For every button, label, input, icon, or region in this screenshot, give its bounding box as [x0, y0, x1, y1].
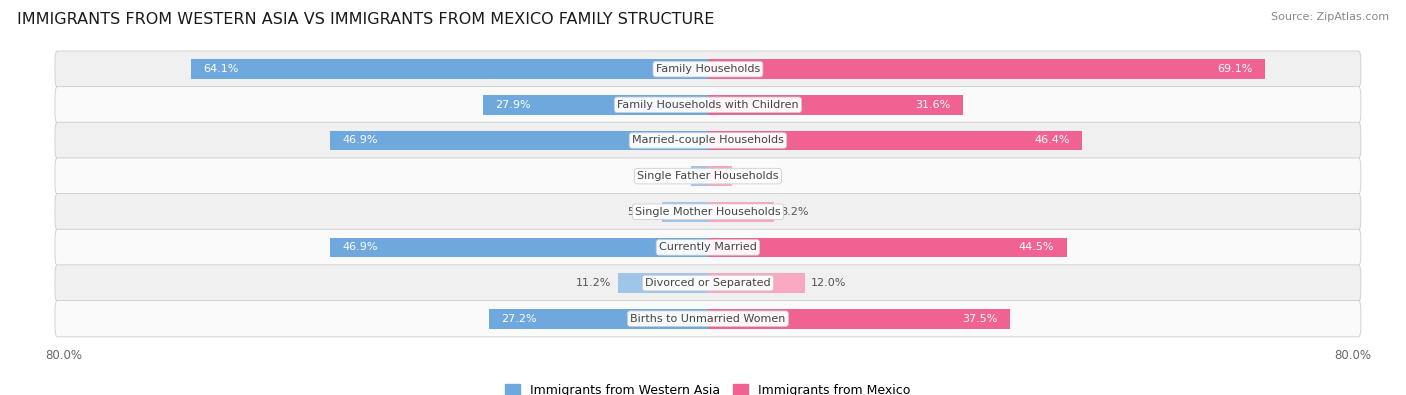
Bar [707, 166, 733, 186]
Text: 46.4%: 46.4% [1035, 135, 1070, 145]
Text: 3.0%: 3.0% [738, 171, 766, 181]
FancyBboxPatch shape [55, 301, 1361, 337]
Bar [707, 95, 963, 115]
FancyBboxPatch shape [55, 229, 1361, 265]
FancyBboxPatch shape [55, 194, 1361, 230]
Text: Married-couple Households: Married-couple Households [631, 135, 785, 145]
Text: 8.2%: 8.2% [780, 207, 808, 217]
Text: Currently Married: Currently Married [659, 243, 756, 252]
Bar [707, 59, 1265, 79]
Bar [484, 95, 707, 115]
FancyBboxPatch shape [55, 265, 1361, 301]
Bar [707, 131, 1081, 150]
Text: 46.9%: 46.9% [342, 135, 378, 145]
Text: 11.2%: 11.2% [576, 278, 612, 288]
Text: 12.0%: 12.0% [811, 278, 846, 288]
Bar [617, 273, 707, 293]
Text: Source: ZipAtlas.com: Source: ZipAtlas.com [1271, 12, 1389, 22]
Bar [191, 59, 707, 79]
Bar [707, 273, 804, 293]
Bar [662, 202, 707, 222]
Text: Single Father Households: Single Father Households [637, 171, 779, 181]
Bar [707, 238, 1067, 257]
FancyBboxPatch shape [55, 122, 1361, 159]
Text: 37.5%: 37.5% [963, 314, 998, 324]
Text: 27.2%: 27.2% [501, 314, 537, 324]
Text: Family Households with Children: Family Households with Children [617, 100, 799, 110]
Text: 46.9%: 46.9% [342, 243, 378, 252]
Text: 31.6%: 31.6% [915, 100, 950, 110]
Text: 64.1%: 64.1% [204, 64, 239, 74]
Text: IMMIGRANTS FROM WESTERN ASIA VS IMMIGRANTS FROM MEXICO FAMILY STRUCTURE: IMMIGRANTS FROM WESTERN ASIA VS IMMIGRAN… [17, 12, 714, 27]
Text: 69.1%: 69.1% [1218, 64, 1253, 74]
Bar [707, 309, 1010, 329]
Text: Single Mother Households: Single Mother Households [636, 207, 780, 217]
Bar [489, 309, 707, 329]
Text: 44.5%: 44.5% [1019, 243, 1054, 252]
Text: Divorced or Separated: Divorced or Separated [645, 278, 770, 288]
Text: 2.1%: 2.1% [657, 171, 685, 181]
Text: 5.7%: 5.7% [627, 207, 655, 217]
Text: Births to Unmarried Women: Births to Unmarried Women [630, 314, 786, 324]
FancyBboxPatch shape [55, 51, 1361, 87]
Legend: Immigrants from Western Asia, Immigrants from Mexico: Immigrants from Western Asia, Immigrants… [501, 379, 915, 395]
FancyBboxPatch shape [55, 158, 1361, 194]
Bar [330, 131, 707, 150]
Text: Family Households: Family Households [655, 64, 761, 74]
Bar [690, 166, 707, 186]
Text: 27.9%: 27.9% [495, 100, 531, 110]
Bar [330, 238, 707, 257]
Bar [707, 202, 773, 222]
FancyBboxPatch shape [55, 87, 1361, 123]
